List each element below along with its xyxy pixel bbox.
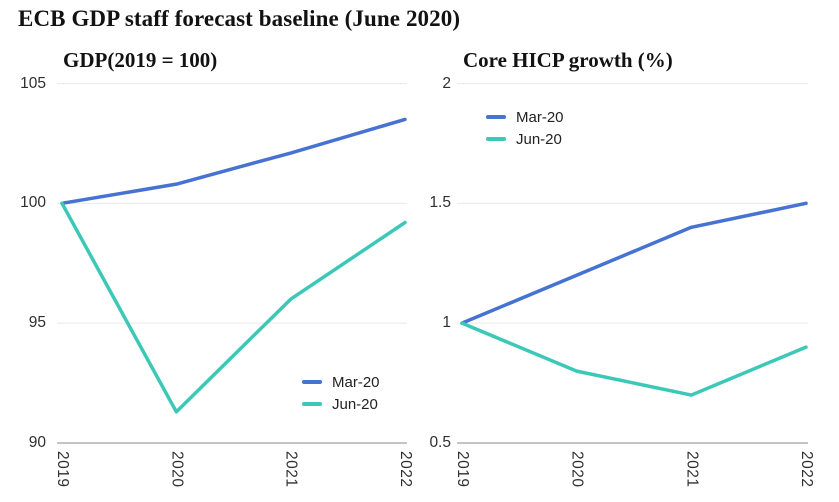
- x-tick-label: 2022: [798, 451, 815, 488]
- x-tick-label: 2022: [397, 451, 414, 488]
- y-tick-label: 0.5: [429, 434, 451, 451]
- plot-area: [457, 83, 808, 444]
- y-tick-label: 1.5: [429, 194, 451, 212]
- legend-item-mar-20: Mar-20: [302, 371, 380, 393]
- x-tick-label: 2020: [568, 451, 586, 488]
- gdp-chart-panel: GDP(2019 = 100) 105 100 95 90 2019 2020 2021 20…: [20, 48, 414, 488]
- x-tick-label: 2019: [54, 451, 71, 488]
- x-tick-label: 2019: [454, 451, 471, 488]
- legend-label: Mar-20: [516, 108, 564, 126]
- legend-label: Jun-20: [332, 395, 378, 413]
- series-line-mar-20: [460, 201, 808, 325]
- legend: Mar-20 Jun-20: [302, 371, 380, 415]
- legend-item-jun-20: Jun-20: [486, 128, 564, 150]
- legend-label: Jun-20: [516, 130, 562, 148]
- series-line-jun-20: [60, 201, 407, 414]
- series-line-jun-20: [460, 321, 808, 397]
- legend-swatch-icon: [302, 380, 322, 384]
- y-tick-label: 105: [20, 74, 46, 92]
- y-tick-label: 100: [20, 194, 46, 212]
- x-tick-label: 2021: [282, 451, 300, 488]
- y-tick-label: 95: [28, 314, 46, 332]
- page-title: ECB GDP staff forecast baseline (June 20…: [18, 6, 461, 31]
- legend-swatch-icon: [302, 402, 322, 406]
- legend-item-mar-20: Mar-20: [486, 106, 564, 128]
- legend-label: Mar-20: [332, 373, 380, 391]
- y-tick-label: 1: [442, 314, 451, 332]
- y-tick-label: 2: [442, 74, 451, 92]
- legend-swatch-icon: [486, 137, 506, 141]
- x-tick-label: 2021: [683, 451, 701, 488]
- plot-area: [57, 83, 407, 444]
- gdp-chart-title: GDP(2019 = 100): [63, 48, 218, 72]
- hicp-chart-panel: Core HICP growth (%) 2 1.5 1 0.5 2019 2020 202…: [420, 0, 839, 502]
- x-tick-label: 2020: [168, 451, 186, 488]
- legend-item-jun-20: Jun-20: [302, 393, 380, 415]
- y-tick-label: 90: [28, 434, 46, 451]
- legend: Mar-20 Jun-20: [486, 106, 564, 150]
- hicp-chart-title: Core HICP growth (%): [463, 48, 673, 72]
- series-line-mar-20: [60, 117, 407, 206]
- legend-swatch-icon: [486, 115, 506, 119]
